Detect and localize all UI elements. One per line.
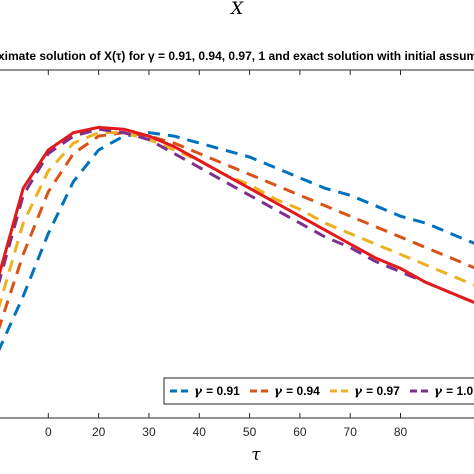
x-tick-label: 0 [45,425,52,439]
plot-area [0,69,474,419]
x-tick-label: 80 [394,425,408,439]
x-tick-label: 20 [92,425,106,439]
legend-label: γ = 0.97 [354,384,400,398]
chart-title: ximate solution of X(τ) for γ = 0.91, 0.… [0,49,474,63]
legend-label: γ = 0.94 [274,384,320,398]
x-tick-label: 40 [193,425,207,439]
series-layer [0,125,474,352]
series-line-2 [0,131,474,330]
series-line-3 [0,131,474,309]
x-tick-label: 60 [293,425,307,439]
x-tick-label: 70 [344,425,358,439]
x-tick-label: 30 [142,425,156,439]
legend-label: γ = 1.0 [434,384,473,398]
x-axis-label: τ [251,445,261,465]
series-line-5 [0,125,474,304]
top-axis-label: X [229,0,244,19]
x-tick-label: 50 [243,425,257,439]
legend-label: γ = 0.91 [194,384,240,398]
legend: γ = 0.91 γ = 0.94 γ = 0.97 γ = 1.0 [163,377,474,405]
series-line-4 [0,127,474,304]
series-line-1 [0,131,474,352]
x-axis: 0 20 30 40 50 60 70 80 [45,70,408,439]
